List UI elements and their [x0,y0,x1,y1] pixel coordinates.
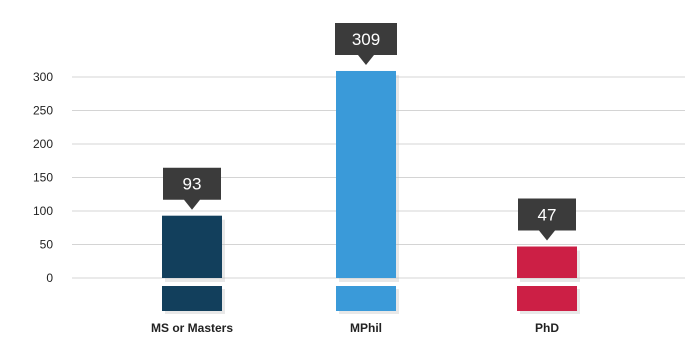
data-label-mphil: 309 [335,22,397,65]
data-label-ms-or-masters: 93 [163,167,221,210]
y-tick-label: 150 [33,171,53,185]
x-tick-label-mphil: MPhil [350,321,382,335]
svg-text:93: 93 [183,175,202,194]
y-axis: 0 50 100 150 200 250 300 [33,70,53,285]
y-tick-label: 100 [33,204,53,218]
y-tick-label: 50 [40,238,54,252]
bar-phd [517,246,580,282]
bar-base-ms-or-masters [162,286,225,314]
svg-text:47: 47 [538,206,557,225]
bar-mphil [336,70,399,282]
bar-ms-or-masters [162,215,225,282]
y-tick-label: 200 [33,137,53,151]
y-tick-label: 250 [33,104,53,118]
x-tick-label-phd: PhD [535,321,559,335]
data-labels: 93 309 47 [163,22,576,241]
x-axis: MS or Masters MPhil PhD [151,321,559,335]
bar-base-phd [517,286,580,314]
data-label-phd: 47 [518,198,576,241]
y-tick-label: 300 [33,70,53,84]
bar-base-mphil [336,286,399,314]
y-tick-label: 0 [46,271,53,285]
svg-text:309: 309 [352,30,380,49]
x-tick-label-ms-or-masters: MS or Masters [151,321,233,335]
bars [162,70,580,314]
